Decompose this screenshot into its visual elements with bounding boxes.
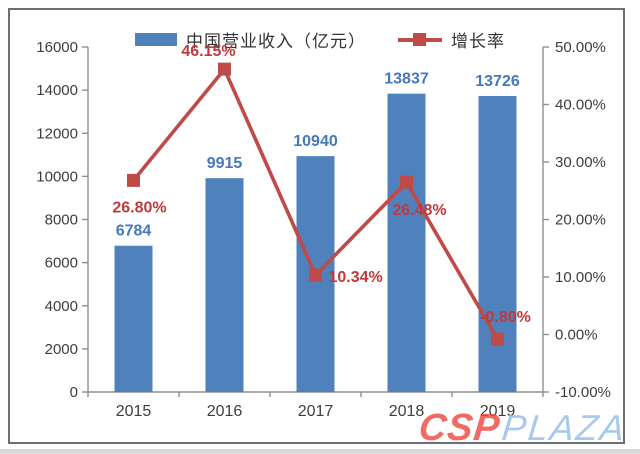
left-axis-tick-label: 14000 xyxy=(36,82,78,99)
growth-value-label: 26.80% xyxy=(112,199,166,216)
left-axis-tick-label: 10000 xyxy=(36,168,78,185)
right-axis-tick-label: 20.00% xyxy=(555,212,606,229)
growth-value-label: 46.15% xyxy=(181,43,235,60)
right-axis-tick-label: 10.00% xyxy=(555,269,606,286)
right-axis-tick-label: 0.00% xyxy=(555,327,598,344)
watermark-plaza-text: PLAZA xyxy=(499,407,629,448)
line-marker-2016 xyxy=(218,62,231,76)
bar-value-label: 9915 xyxy=(207,155,243,172)
chart-legend: 中国营业收入（亿元） 增长率 xyxy=(0,27,640,52)
x-axis-category-label: 2016 xyxy=(207,403,243,420)
watermark-logo: CSPPLAZA xyxy=(416,407,629,449)
line-marker-2015 xyxy=(127,173,140,187)
legend-line-square xyxy=(413,33,426,46)
bar-value-label: 13726 xyxy=(475,73,520,90)
right-axis-tick-label: -10.00% xyxy=(555,384,611,401)
legend-item-growth: 增长率 xyxy=(398,27,505,52)
legend-bar-swatch-icon xyxy=(135,33,177,46)
left-axis-tick-label: 16000 xyxy=(36,39,78,56)
left-axis-tick-label: 8000 xyxy=(45,212,78,229)
legend-label-growth: 增长率 xyxy=(451,32,505,51)
photo-edge-strip xyxy=(0,449,640,454)
left-axis-tick-label: 12000 xyxy=(36,125,78,142)
line-marker-2019 xyxy=(491,332,504,346)
growth-value-label: -0.80% xyxy=(480,309,531,326)
left-axis-tick-label: 4000 xyxy=(45,298,78,315)
growth-value-label: 10.34% xyxy=(329,269,383,286)
watermark-csp-text: CSP xyxy=(416,407,503,449)
bar-2016 xyxy=(205,178,244,392)
x-axis-category-label: 2018 xyxy=(389,403,425,420)
bar-value-label: 13837 xyxy=(384,71,429,88)
right-axis-tick-label: 30.00% xyxy=(555,154,606,171)
line-marker-2017 xyxy=(309,268,322,282)
bar-value-label: 10940 xyxy=(293,133,338,150)
bar-2018 xyxy=(387,93,426,393)
x-axis-category-label: 2017 xyxy=(298,403,334,420)
bar-2015 xyxy=(114,245,153,392)
line-marker-2018 xyxy=(400,175,413,189)
x-axis-category-label: 2015 xyxy=(116,403,152,420)
bar-2019 xyxy=(478,96,517,392)
right-axis-tick-label: 50.00% xyxy=(555,39,606,56)
left-axis-tick-label: 0 xyxy=(70,384,78,401)
legend-item-revenue: 中国营业收入（亿元） xyxy=(135,27,366,52)
legend-line-marker-icon xyxy=(398,33,442,46)
legend-label-revenue: 中国营业收入（亿元） xyxy=(186,32,366,51)
bar-value-label: 6784 xyxy=(116,223,152,240)
left-axis-tick-label: 6000 xyxy=(45,255,78,272)
left-axis-tick-label: 2000 xyxy=(45,341,78,358)
growth-value-label: 26.48% xyxy=(392,202,446,219)
x-axis-category-label: 2019 xyxy=(480,403,516,420)
right-axis-tick-label: 40.00% xyxy=(555,97,606,114)
